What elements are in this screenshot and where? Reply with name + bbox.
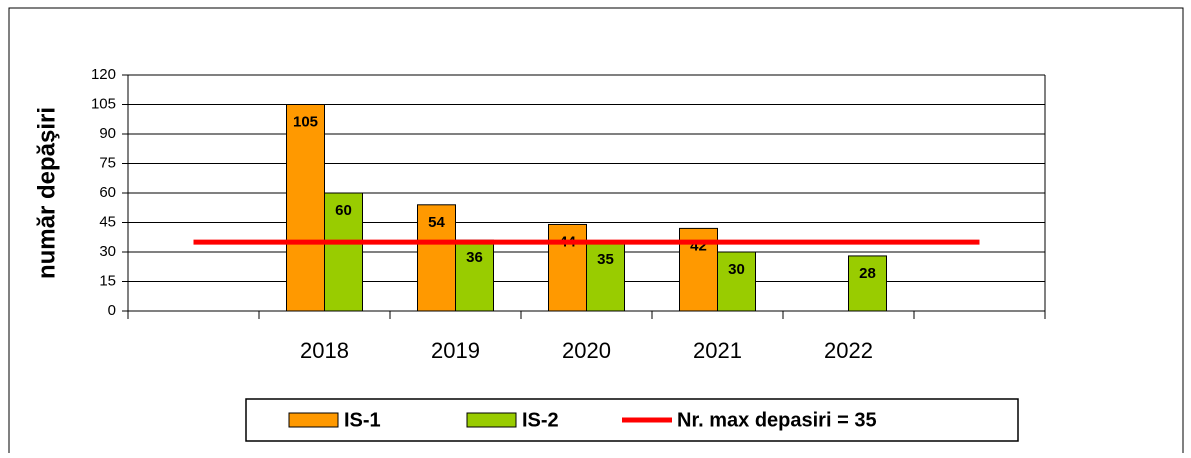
y-tick-label: 90	[99, 125, 116, 142]
y-tick-label: 120	[91, 66, 116, 83]
legend-label: IS-1	[344, 409, 381, 431]
bar	[548, 223, 587, 312]
y-axis-label: număr depăşiri	[33, 107, 60, 279]
y-tick-label: 105	[91, 95, 116, 112]
data-label: 54	[428, 214, 445, 231]
y-tick-label: 30	[99, 243, 116, 260]
data-label: 35	[597, 251, 614, 268]
y-tick-label: 0	[108, 302, 116, 319]
data-label: 60	[335, 202, 352, 219]
x-tick-label: 2019	[431, 338, 480, 363]
bar	[848, 255, 887, 312]
data-label: 105	[293, 113, 318, 130]
y-tick-label: 60	[99, 184, 116, 201]
chart-frame	[8, 7, 1184, 458]
legend-swatch	[466, 412, 517, 428]
bar	[455, 239, 494, 312]
x-tick-label: 2021	[693, 338, 742, 363]
y-tick-label: 45	[99, 213, 116, 230]
x-tick-label: 2020	[562, 338, 611, 363]
bar	[586, 241, 625, 312]
legend-swatch	[288, 412, 339, 428]
bar	[324, 192, 363, 312]
data-label: 30	[728, 261, 745, 278]
x-tick-label: 2022	[824, 338, 873, 363]
data-label: 28	[859, 265, 876, 282]
data-label: 36	[466, 249, 483, 266]
legend-label: Nr. max depasiri = 35	[677, 409, 877, 431]
bar	[717, 251, 756, 312]
bar	[286, 104, 325, 312]
legend-label: IS-2	[522, 409, 559, 431]
x-tick-label: 2018	[300, 338, 349, 363]
y-tick-label: 15	[99, 272, 116, 289]
y-tick-label: 75	[99, 154, 116, 171]
